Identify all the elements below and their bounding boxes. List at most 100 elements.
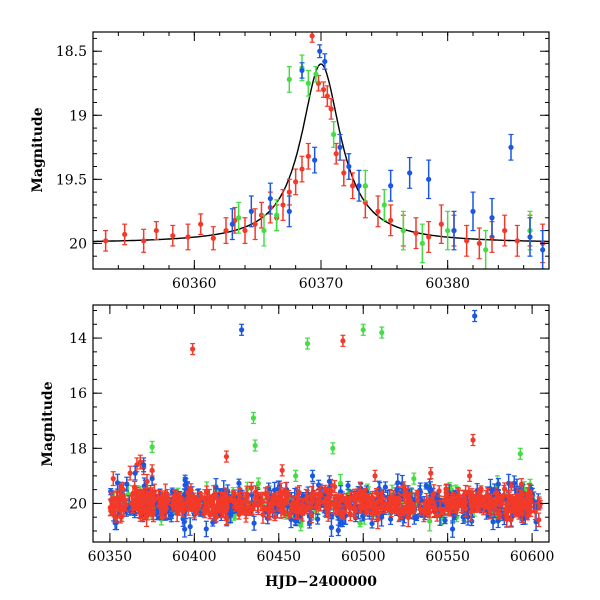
bottom-green-point <box>252 442 258 449</box>
top-plot-frame <box>92 31 550 270</box>
top-red-point <box>426 234 432 240</box>
bottom-red-baseline-point <box>308 512 315 518</box>
bottom-red-outburst-point <box>114 495 120 501</box>
top-blue-point <box>407 170 413 176</box>
bottom-blue-baseline-point <box>182 526 188 532</box>
bottom-blue-point <box>326 478 333 484</box>
top-red-point <box>324 93 330 99</box>
top-red-point <box>320 87 327 93</box>
top-red-point <box>333 151 339 157</box>
top-green-point <box>362 183 368 189</box>
top-y-tick-label: 19.5 <box>56 172 87 188</box>
bottom-red-baseline-point <box>122 497 128 503</box>
bottom-red-baseline-point <box>379 494 385 500</box>
bottom-red-baseline-point <box>508 483 514 489</box>
bottom-green-baseline-point <box>255 480 261 487</box>
bottom-red-baseline-point <box>247 506 254 512</box>
top-blue-point <box>489 215 495 221</box>
bottom-red-baseline-point <box>175 503 181 509</box>
top-blue-point <box>540 247 546 253</box>
bottom-green-point <box>379 329 385 336</box>
top-green-point <box>274 212 280 218</box>
bottom-red-baseline-point <box>254 492 261 498</box>
top-red-point <box>258 212 265 218</box>
bottom-red-baseline-point <box>360 502 366 508</box>
top-red-point <box>223 227 229 234</box>
bottom-red-baseline-point <box>231 499 237 506</box>
bottom-blue-baseline-point <box>271 487 278 493</box>
bottom-red-baseline-point <box>417 506 424 512</box>
top-red-point <box>293 179 299 185</box>
bottom-blue-baseline-point <box>345 482 351 489</box>
top-blue-point <box>322 58 328 65</box>
bottom-blue-outburst-point <box>132 470 138 476</box>
bottom-red-baseline-point <box>115 502 121 509</box>
bottom-blue-baseline-point <box>335 527 341 533</box>
bottom-red-baseline-point <box>213 514 219 520</box>
top-red-point <box>210 235 216 241</box>
bottom-red-baseline-point <box>509 507 516 514</box>
bottom-red-baseline-point <box>159 493 165 499</box>
top-blue-point <box>248 208 254 214</box>
bottom-red-baseline-point <box>487 501 493 507</box>
bottom-red-point <box>340 338 346 344</box>
bottom-red-outburst-point <box>144 478 150 484</box>
top-red-point <box>185 234 191 240</box>
bottom-red-baseline-point <box>117 513 124 519</box>
bottom-red-baseline-point <box>236 497 242 504</box>
bottom-blue-baseline-point <box>210 519 216 525</box>
top-green-point <box>419 240 425 246</box>
bottom-red-baseline-point <box>332 484 338 490</box>
top-red-point <box>413 230 419 236</box>
bottom-red-baseline-point <box>190 505 196 511</box>
bottom-red-baseline-point <box>274 501 281 508</box>
bottom-red-baseline-point <box>135 505 141 511</box>
bottom-y-tick-label: 18 <box>69 441 87 457</box>
bottom-x-tick-label: 60600 <box>510 549 555 565</box>
bottom-red-baseline-point <box>502 506 509 512</box>
bottom-red-baseline-point <box>157 503 163 510</box>
bottom-red-baseline-point <box>231 490 237 496</box>
bottom-red-baseline-point <box>185 489 191 495</box>
top-red-point <box>341 170 347 176</box>
bottom-red-baseline-point <box>338 496 344 502</box>
bottom-red-baseline-point <box>150 511 156 518</box>
bottom-red-baseline-point <box>185 506 191 512</box>
bottom-blue-baseline-point <box>388 516 394 522</box>
top-red-point <box>375 208 381 214</box>
bottom-blue-baseline-point <box>490 519 496 525</box>
bottom-red-baseline-point <box>107 504 113 511</box>
bottom-red-baseline-point <box>443 492 450 499</box>
bottom-blue-point <box>472 313 478 319</box>
bottom-red-baseline-point <box>324 500 330 506</box>
top-red-point <box>280 202 286 208</box>
top-x-tick-label: 60380 <box>425 276 470 292</box>
top-red-point <box>514 238 520 244</box>
top-blue-point <box>388 183 394 189</box>
bottom-red-baseline-point <box>323 505 329 511</box>
top-red-point <box>198 221 204 227</box>
bottom-red-baseline-point <box>219 502 225 509</box>
bottom-red-baseline-point <box>345 498 351 504</box>
bottom-red-baseline-point <box>411 504 417 511</box>
bottom-red-baseline-point <box>228 496 234 502</box>
bottom-red-baseline-point <box>302 507 309 514</box>
bottom-blue-point <box>495 481 501 487</box>
top-green-point <box>483 247 489 253</box>
bottom-red-baseline-point <box>436 488 442 494</box>
bottom-red-baseline-point <box>471 497 477 503</box>
top-red-point <box>153 227 159 234</box>
bottom-red-baseline-point <box>398 508 404 514</box>
bottom-red-baseline-point <box>278 506 284 513</box>
bottom-red-baseline-point <box>255 502 261 508</box>
bottom-red-baseline-point <box>299 502 305 509</box>
top-green-point <box>381 202 387 208</box>
top-red-point <box>464 238 470 244</box>
bottom-red-baseline-point <box>242 497 249 504</box>
bottom-red-baseline-point <box>493 498 499 504</box>
top-green-point <box>261 227 267 234</box>
bottom-red-baseline-point <box>267 508 273 514</box>
bottom-red-baseline-point <box>504 516 510 522</box>
bottom-blue-baseline-point <box>411 515 417 521</box>
bottom-red-baseline-point <box>180 504 186 511</box>
